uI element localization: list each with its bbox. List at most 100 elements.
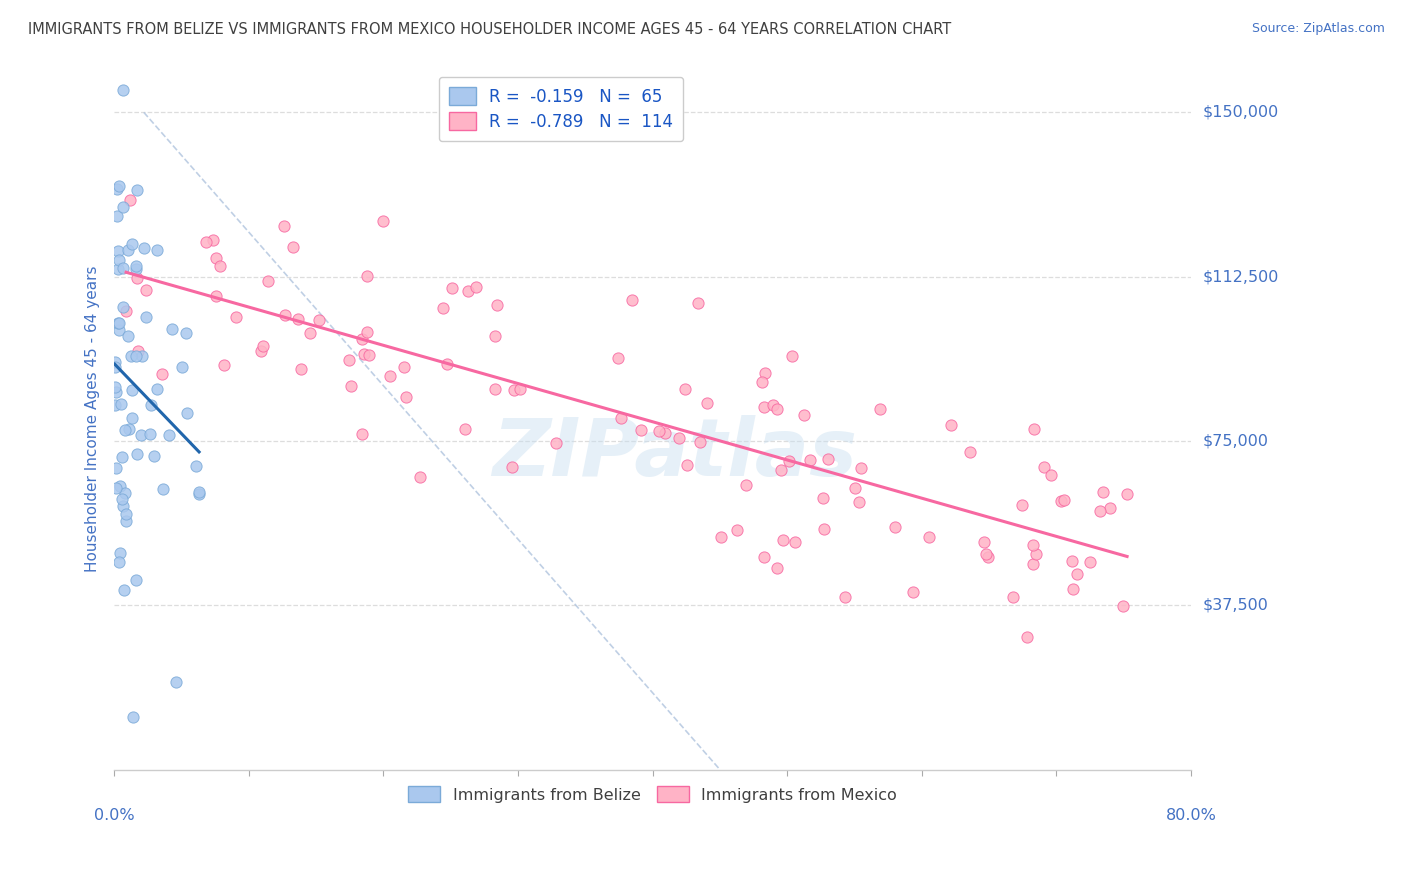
Point — [340, 378, 363, 392]
Point — [785, 535, 807, 549]
Point — [1001, 590, 1024, 604]
Point — [108, 546, 131, 560]
Point — [959, 445, 981, 459]
Point — [129, 428, 152, 442]
Point — [104, 398, 127, 412]
Point — [135, 310, 157, 325]
Point — [918, 529, 941, 543]
Point — [108, 252, 131, 267]
Point — [1049, 494, 1071, 508]
Point — [121, 383, 143, 397]
Point — [486, 298, 509, 312]
Point — [352, 332, 374, 346]
Point — [648, 424, 671, 438]
Text: $75,000: $75,000 — [1202, 434, 1268, 449]
Point — [187, 485, 209, 500]
Point — [1053, 493, 1076, 508]
Point — [252, 339, 274, 353]
Point — [974, 547, 997, 561]
Point — [793, 408, 815, 422]
Point — [115, 304, 138, 318]
Point — [115, 507, 138, 521]
Point — [125, 259, 148, 273]
Point — [607, 351, 630, 366]
Point — [484, 329, 506, 343]
Point — [544, 436, 567, 450]
Point — [104, 360, 127, 375]
Point — [114, 423, 136, 437]
Point — [977, 550, 1000, 565]
Point — [172, 359, 194, 374]
Point — [357, 348, 380, 362]
Point — [780, 349, 803, 363]
Point — [150, 368, 173, 382]
Point — [143, 449, 166, 463]
Point — [108, 323, 131, 337]
Point — [688, 295, 710, 310]
Point — [409, 470, 432, 484]
Point — [283, 240, 305, 254]
Point — [157, 428, 180, 442]
Point — [766, 402, 789, 417]
Point — [107, 244, 129, 259]
Point — [105, 209, 128, 223]
Point — [201, 233, 224, 247]
Point — [884, 520, 907, 534]
Text: ZIPatlas: ZIPatlas — [492, 415, 856, 493]
Point — [135, 283, 157, 297]
Point — [225, 310, 247, 325]
Point — [308, 313, 330, 327]
Point — [120, 193, 142, 207]
Point — [436, 358, 458, 372]
Point — [432, 301, 454, 316]
Point — [1116, 487, 1139, 501]
Point — [973, 534, 995, 549]
Point — [454, 421, 477, 435]
Point — [1025, 547, 1047, 561]
Point — [118, 422, 141, 436]
Point — [689, 434, 711, 449]
Point — [108, 179, 131, 194]
Point — [108, 478, 131, 492]
Y-axis label: Householder Income Ages 45 - 64 years: Householder Income Ages 45 - 64 years — [86, 266, 100, 573]
Point — [765, 560, 787, 574]
Text: $37,500: $37,500 — [1202, 598, 1268, 613]
Point — [509, 382, 531, 396]
Point — [813, 522, 835, 536]
Point — [120, 349, 142, 363]
Point — [941, 418, 963, 433]
Legend: Immigrants from Belize, Immigrants from Mexico: Immigrants from Belize, Immigrants from … — [401, 778, 905, 811]
Point — [131, 349, 153, 363]
Point — [1090, 504, 1112, 518]
Point — [132, 241, 155, 255]
Point — [299, 326, 322, 341]
Point — [195, 235, 218, 250]
Point — [392, 360, 415, 375]
Point — [710, 530, 733, 544]
Point — [675, 458, 697, 472]
Point — [849, 460, 872, 475]
Point — [111, 450, 134, 464]
Point — [834, 590, 856, 604]
Point — [620, 293, 643, 307]
Point — [212, 358, 235, 372]
Point — [903, 584, 925, 599]
Text: 80.0%: 80.0% — [1166, 808, 1216, 823]
Point — [141, 399, 163, 413]
Text: $112,500: $112,500 — [1202, 269, 1278, 285]
Point — [380, 368, 402, 383]
Point — [104, 355, 127, 369]
Point — [610, 411, 633, 425]
Point — [735, 478, 758, 492]
Point — [162, 322, 184, 336]
Point — [503, 384, 526, 398]
Point — [107, 316, 129, 330]
Point — [770, 463, 793, 477]
Point — [249, 343, 271, 358]
Point — [1017, 631, 1039, 645]
Point — [337, 352, 360, 367]
Text: $150,000: $150,000 — [1202, 105, 1278, 120]
Point — [152, 482, 174, 496]
Point — [356, 325, 378, 339]
Point — [772, 533, 794, 547]
